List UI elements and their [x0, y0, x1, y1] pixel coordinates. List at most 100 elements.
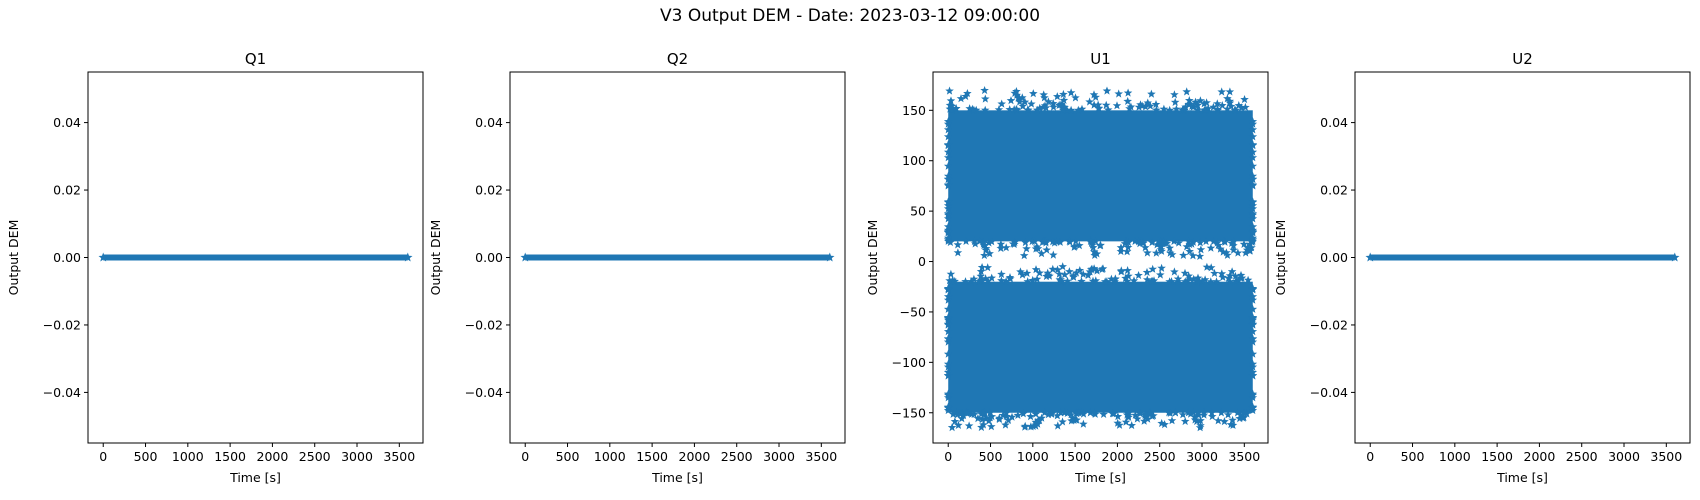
point-marker: [1187, 239, 1196, 248]
point-marker: [1193, 105, 1203, 114]
point-marker: [1074, 105, 1083, 114]
point-marker: [1067, 416, 1076, 425]
point-marker: [978, 408, 988, 417]
point-marker: [1220, 237, 1230, 246]
point-marker: [1111, 274, 1120, 283]
point-marker: [1032, 105, 1042, 114]
point-marker: [1097, 265, 1107, 274]
point-marker: [943, 295, 953, 304]
point-marker: [977, 263, 987, 272]
point-marker: [983, 276, 993, 285]
point-marker: [1063, 276, 1072, 285]
point-marker: [1184, 271, 1193, 280]
subplot-q2: 0 500 1000 1500 2000 2500 3000 3500 −0.04 −0.02 0.…: [428, 50, 846, 485]
point-marker: [1202, 98, 1211, 107]
point-marker: [1037, 413, 1046, 422]
point-marker: [948, 105, 957, 114]
point-marker: [1145, 408, 1154, 417]
y-tick-label: 0.04: [1320, 115, 1348, 130]
point-marker: [1213, 99, 1222, 108]
y-tick-label: −0.04: [43, 385, 81, 400]
point-marker: [1131, 410, 1140, 419]
point-marker: [1234, 275, 1243, 284]
point-marker: [1225, 96, 1235, 105]
point-marker: [1212, 277, 1221, 286]
point-marker: [1184, 408, 1193, 417]
point-marker: [1125, 104, 1134, 113]
point-marker: [1185, 274, 1195, 283]
point-marker: [1165, 105, 1174, 114]
point-marker: [976, 271, 986, 280]
point-marker: [1091, 92, 1100, 101]
point-marker: [943, 334, 953, 343]
point-marker: [1032, 274, 1042, 283]
point-marker: [1248, 197, 1258, 206]
x-tick-label: 3000: [341, 449, 373, 464]
point-marker: [1040, 101, 1050, 110]
subplot-title: Q1: [245, 50, 266, 68]
point-marker: [984, 238, 994, 247]
series-band: [525, 254, 830, 261]
x-tick-label: 3000: [763, 449, 795, 464]
point-marker: [1086, 236, 1095, 245]
point-marker: [1190, 415, 1200, 424]
point-marker: [943, 362, 953, 371]
point-marker: [1184, 236, 1193, 245]
point-marker: [1248, 393, 1258, 402]
point-marker: [1248, 327, 1258, 336]
point-marker: [1208, 412, 1217, 421]
x-axis-label: Time [s]: [1496, 470, 1548, 485]
point-marker: [1248, 362, 1258, 371]
axes-frame: [932, 71, 1269, 444]
point-marker: [1013, 93, 1023, 102]
point-marker: [1054, 100, 1064, 109]
point-marker: [964, 421, 974, 430]
point-marker: [1172, 104, 1181, 113]
point-marker: [1117, 266, 1126, 275]
point-marker: [1185, 96, 1194, 105]
point-marker: [520, 252, 530, 262]
point-marker: [943, 140, 953, 149]
x-tick-label: 1000: [594, 449, 626, 464]
point-marker: [1053, 421, 1063, 430]
point-marker: [1075, 241, 1084, 250]
point-marker: [1238, 413, 1248, 422]
point-marker: [1079, 409, 1088, 418]
point-marker: [961, 236, 971, 245]
point-marker: [948, 409, 958, 418]
point-marker: [1016, 267, 1025, 276]
point-marker: [1154, 237, 1163, 246]
point-marker: [1248, 233, 1258, 242]
y-tick-label: 0.02: [475, 183, 503, 198]
point-marker: [1217, 408, 1226, 417]
point-marker: [943, 393, 953, 402]
point-marker: [1365, 252, 1375, 262]
point-marker: [943, 402, 953, 411]
point-marker: [1185, 247, 1194, 256]
point-marker: [1049, 102, 1058, 111]
point-marker: [1139, 416, 1149, 425]
point-marker: [943, 227, 953, 236]
point-marker: [1069, 272, 1078, 281]
point-marker: [1202, 262, 1212, 271]
point-marker: [997, 276, 1006, 285]
point-marker: [1123, 266, 1132, 275]
y-tick-label: 150: [902, 103, 926, 118]
point-marker: [1090, 408, 1099, 417]
point-marker: [977, 275, 986, 284]
point-marker: [943, 204, 953, 213]
point-marker: [985, 408, 995, 417]
point-marker: [1218, 101, 1227, 110]
point-marker: [979, 241, 989, 250]
y-tick-label: 0.00: [1320, 250, 1348, 265]
point-marker: [1245, 239, 1255, 248]
point-marker: [943, 371, 953, 380]
point-marker: [1227, 267, 1237, 276]
point-marker: [1186, 409, 1195, 418]
point-marker: [1100, 277, 1110, 286]
point-marker: [1147, 411, 1157, 420]
point-marker: [1121, 273, 1130, 282]
point-marker: [1157, 418, 1166, 428]
point-marker: [961, 277, 970, 286]
